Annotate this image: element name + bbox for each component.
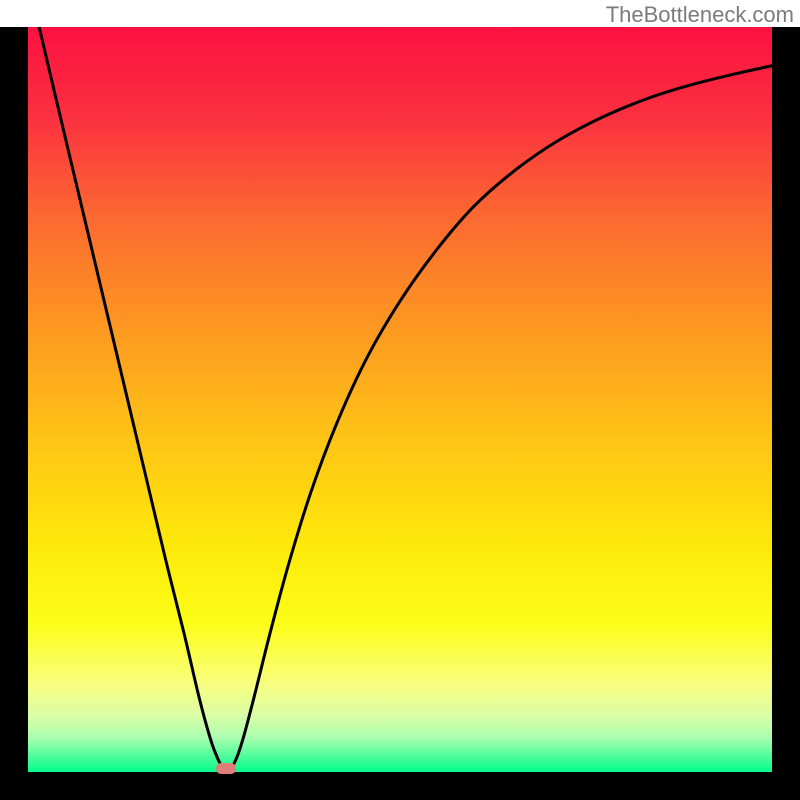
watermark-text: TheBottleneck.com [606, 2, 794, 28]
plot-area [28, 27, 772, 772]
gradient-background [28, 27, 772, 772]
frame-border-bottom [0, 772, 800, 800]
minimum-marker [216, 763, 236, 774]
frame-border-right [772, 27, 800, 800]
chart-stage: TheBottleneck.com [0, 0, 800, 800]
frame-border-left [0, 27, 28, 800]
